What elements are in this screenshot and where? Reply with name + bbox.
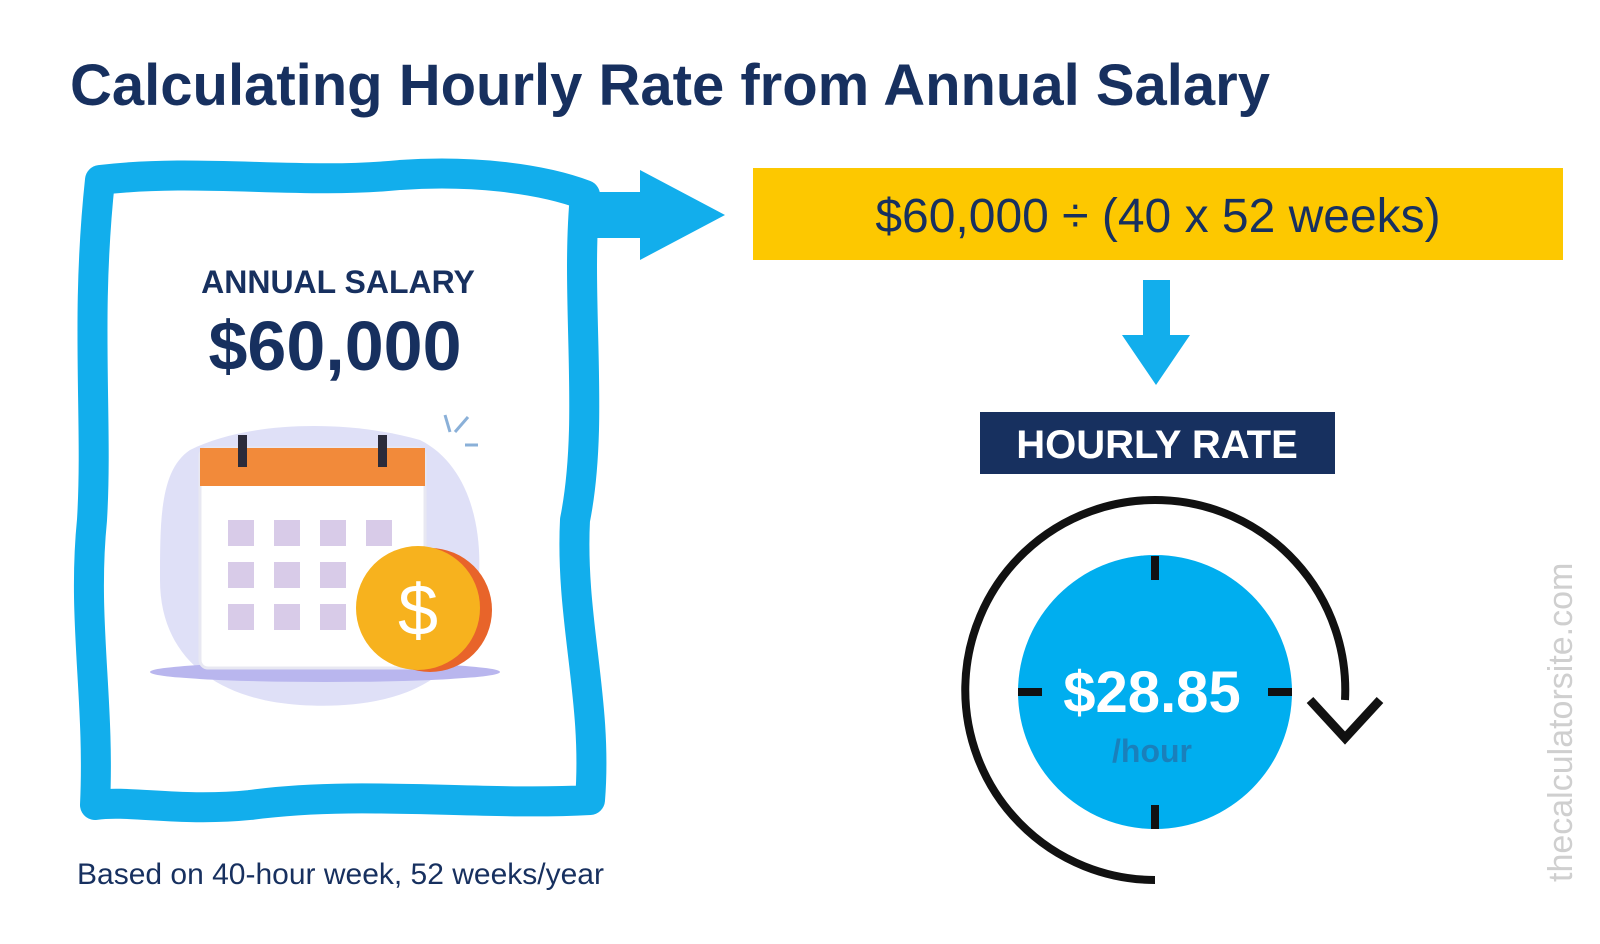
result-label-box xyxy=(980,412,1335,474)
arrow-right xyxy=(585,170,725,260)
salary-label: ANNUAL SALARY xyxy=(201,264,475,300)
title: Calculating Hourly Rate from Annual Sala… xyxy=(70,53,1270,118)
result-label: HOURLY RATE xyxy=(1016,423,1298,467)
calendar-illustration: $ xyxy=(150,414,500,706)
formula: $60,000 ÷ (40 x 52 weeks) xyxy=(875,190,1440,243)
salary-frame xyxy=(73,158,607,823)
watermark: thecalculatorsite.com xyxy=(1542,563,1580,882)
svg-text:$: $ xyxy=(398,571,438,651)
arrow-down xyxy=(1122,280,1190,385)
result-unit: /hour xyxy=(1112,733,1192,769)
result-value: $28.85 xyxy=(1063,660,1240,725)
salary-amount: $60,000 xyxy=(208,307,461,385)
clock xyxy=(961,496,1384,884)
footnote: Based on 40-hour week, 52 weeks/year xyxy=(77,858,604,891)
formula-box xyxy=(753,168,1563,260)
